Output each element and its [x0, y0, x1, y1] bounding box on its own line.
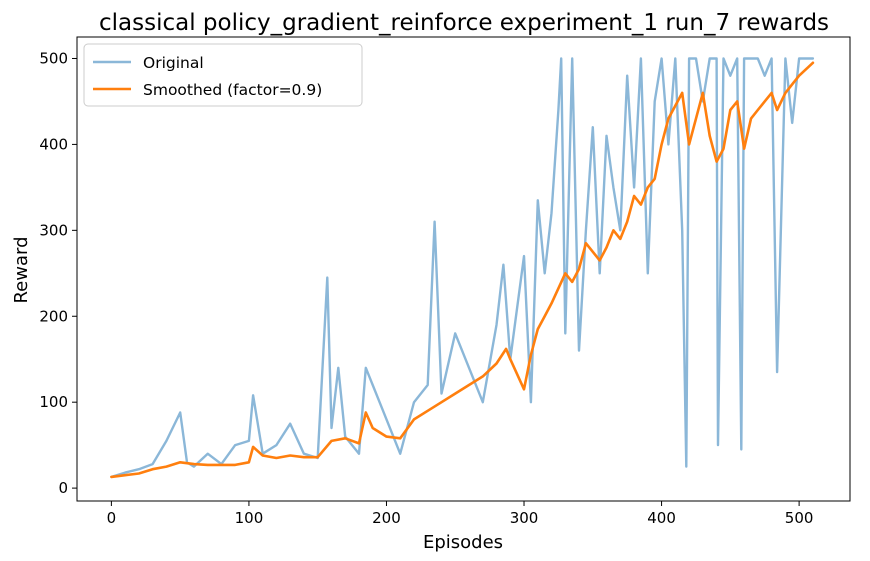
chart-title: classical policy_gradient_reinforce expe…: [99, 10, 829, 36]
plot-layer: [110, 57, 815, 479]
x-tick-label: 400: [647, 509, 676, 527]
legend: Original Smoothed (factor=0.9): [83, 43, 363, 107]
legend-box: [83, 43, 363, 107]
y-ticks: 0 100 200 300 400 500: [39, 49, 77, 497]
y-tick-label: 400: [39, 135, 68, 153]
y-tick-label: 500: [39, 49, 68, 67]
legend-label-original: Original: [143, 54, 204, 72]
series-line-original: [110, 57, 815, 479]
y-tick-label: 100: [39, 393, 68, 411]
x-tick-label: 500: [785, 509, 814, 527]
x-tick-label: 200: [372, 509, 401, 527]
y-tick-label: 300: [39, 221, 68, 239]
x-tick-label: 0: [107, 509, 117, 527]
x-axis-label: Episodes: [423, 532, 503, 553]
legend-label-smoothed: Smoothed (factor=0.9): [143, 81, 322, 99]
y-tick-label: 0: [58, 479, 68, 497]
x-tick-label: 100: [235, 509, 264, 527]
series-line-smoothed: [110, 61, 815, 479]
x-ticks: 0 100 200 300 400 500: [107, 501, 814, 527]
plot-area-frame: [76, 36, 851, 502]
y-tick-label: 200: [39, 307, 68, 325]
y-axis-label: Reward: [11, 236, 32, 303]
x-tick-label: 300: [510, 509, 539, 527]
